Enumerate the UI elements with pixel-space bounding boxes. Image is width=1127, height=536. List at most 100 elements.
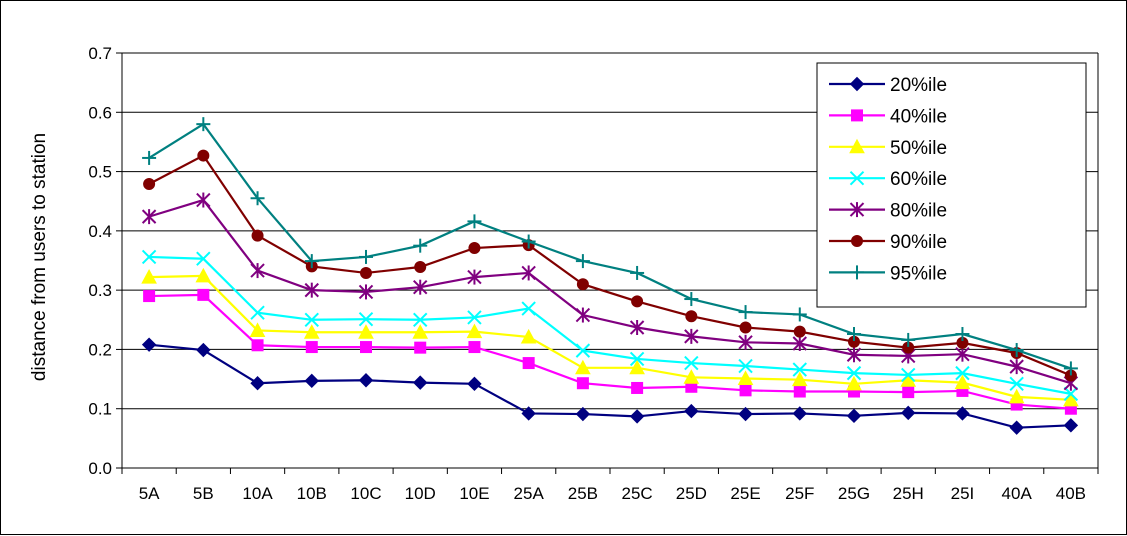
data-point (629, 351, 645, 367)
legend-box (816, 62, 1087, 308)
data-point (521, 234, 536, 249)
data-point (141, 209, 157, 225)
legend-label: 90%ile (890, 232, 947, 253)
data-point (1009, 376, 1024, 392)
x-tick-label: 25E (730, 484, 760, 503)
data-point (791, 371, 808, 387)
series-line (148, 122, 1072, 370)
marker-stroke (250, 305, 265, 320)
data-point (250, 263, 265, 279)
marker-stroke (467, 310, 482, 325)
data-point (141, 249, 157, 265)
marker-stroke (955, 365, 970, 381)
data-point (521, 406, 536, 421)
x-tick-label: 40B (1056, 484, 1086, 503)
data-point (359, 249, 373, 264)
data-point (902, 386, 915, 399)
data-point (249, 322, 266, 337)
data-point (738, 406, 753, 422)
marker-stroke (304, 312, 319, 327)
series-90pctile (143, 149, 1077, 382)
data-point (576, 278, 589, 291)
data-point (468, 341, 481, 354)
legend-entry: 80%ile (829, 201, 947, 222)
data-point (413, 312, 428, 327)
data-point (358, 311, 374, 327)
marker-stroke (1063, 386, 1079, 402)
legend-entry: 50%ile (829, 138, 947, 159)
marker-stroke (684, 355, 699, 371)
marker-stroke (1009, 376, 1024, 392)
data-point (683, 369, 700, 384)
series-line (149, 343, 1071, 429)
data-point (141, 269, 157, 284)
data-point (197, 149, 210, 162)
x-tick-label: 25F (785, 484, 814, 503)
data-point (520, 328, 537, 344)
data-point (413, 279, 428, 295)
data-point (684, 292, 699, 307)
x-tick-label: 25C (622, 484, 653, 503)
data-point (792, 362, 807, 377)
data-point (849, 76, 865, 92)
data-point (250, 376, 265, 391)
data-point (304, 282, 319, 298)
data-point (954, 374, 971, 390)
data-point (303, 324, 320, 339)
data-point (195, 267, 212, 283)
data-point (1009, 420, 1024, 435)
data-point (522, 357, 535, 370)
data-point (1008, 388, 1025, 404)
legend-label: 20%ile (890, 75, 947, 96)
data-point (738, 305, 753, 320)
series-line (148, 198, 1072, 385)
marker-stroke (792, 362, 807, 377)
x-tick-label: 25H (893, 484, 924, 503)
data-point (631, 295, 644, 308)
data-point (304, 312, 319, 327)
data-point (738, 358, 753, 374)
data-point (955, 406, 970, 421)
data-point (468, 242, 481, 255)
data-point (850, 265, 864, 280)
data-point (685, 310, 698, 323)
data-point (737, 370, 754, 385)
series-20pctile (141, 337, 1079, 435)
data-point (521, 265, 536, 281)
data-point (196, 251, 211, 266)
data-point (467, 214, 482, 229)
data-point (467, 310, 482, 325)
marker-stroke (358, 311, 374, 327)
data-point (792, 336, 807, 351)
x-axis-ticks: 5A 5B 10A 10B 10C 10D 10E 25A 25B 25C 25D 25E 25F 25G… (121, 468, 1099, 503)
y-tick-label: 0.7 (88, 44, 112, 63)
data-point (251, 339, 264, 352)
marker-stroke (738, 358, 753, 374)
data-point (1063, 391, 1079, 407)
series-group (141, 117, 1079, 435)
x-tick-label: 25B (568, 484, 598, 503)
data-point (251, 229, 264, 242)
data-point (360, 266, 372, 279)
marker-stroke (196, 251, 211, 266)
data-point (413, 238, 428, 253)
data-point (304, 254, 319, 269)
data-point (629, 359, 645, 375)
data-point (413, 375, 428, 390)
x-tick-label: 40A (1002, 484, 1033, 503)
data-point (1063, 386, 1079, 402)
data-point (467, 376, 482, 392)
x-tick-label: 25G (838, 484, 870, 503)
y-tick-label: 0.4 (88, 222, 112, 241)
data-point (466, 323, 483, 339)
data-point (684, 328, 699, 344)
data-point (846, 365, 862, 381)
y-tick-label: 0.6 (88, 103, 112, 122)
marker-stroke (141, 249, 157, 265)
data-point (901, 367, 916, 383)
data-point (901, 405, 916, 421)
data-point (141, 337, 157, 352)
data-point (1063, 361, 1078, 376)
x-tick-label: 10A (242, 484, 273, 503)
data-point (684, 403, 699, 419)
